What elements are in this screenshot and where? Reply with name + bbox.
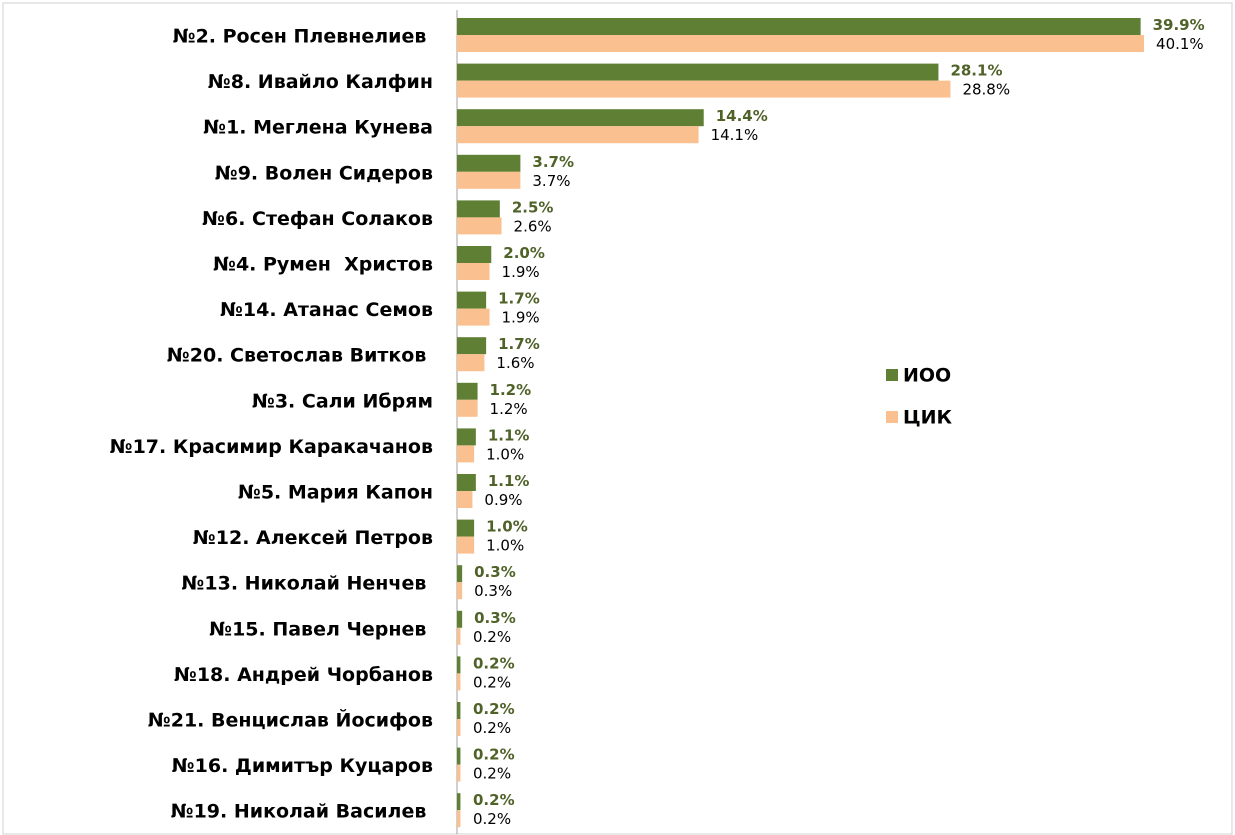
legend-label: ИОО — [903, 365, 951, 387]
bar — [457, 399, 478, 417]
value-label: 1.9% — [502, 309, 540, 327]
bar — [457, 627, 461, 645]
bar — [457, 702, 461, 719]
category-label: №17. Красимир Каракачанов — [110, 436, 433, 458]
value-label: 0.2% — [473, 719, 511, 737]
value-label: 3.7% — [532, 172, 570, 190]
value-label: 1.7% — [498, 335, 540, 353]
value-label: 0.2% — [473, 628, 511, 646]
value-label: 0.2% — [473, 673, 511, 691]
bar — [457, 445, 475, 463]
value-label: 1.2% — [490, 400, 528, 418]
bar — [457, 656, 461, 674]
value-label: 14.1% — [711, 126, 759, 144]
value-label: 0.2% — [473, 654, 515, 672]
bar — [457, 35, 1145, 52]
category-label: №9. Волен Сидеров — [215, 162, 433, 184]
value-label: 1.6% — [496, 354, 534, 372]
category-label: №4. Румен Христов — [213, 254, 433, 276]
bar — [457, 154, 521, 172]
value-label: 2.6% — [514, 217, 552, 235]
bar — [457, 263, 490, 280]
legend-swatch — [886, 369, 898, 381]
value-label: 0.2% — [473, 765, 511, 783]
value-label: 0.2% — [473, 700, 515, 718]
bar — [457, 747, 461, 765]
value-label: 39.9% — [1153, 16, 1205, 34]
category-label: №1. Меглена Кунева — [203, 117, 433, 139]
bar — [457, 126, 699, 144]
bar — [457, 200, 500, 218]
bar — [457, 610, 463, 628]
value-label: 28.1% — [950, 62, 1002, 80]
bar — [457, 80, 951, 98]
bar — [457, 565, 463, 583]
category-label: №19. Николай Василев — [171, 801, 433, 823]
value-label: 1.9% — [502, 263, 540, 281]
category-label: №20. Светослав Витков — [167, 345, 433, 367]
bar — [457, 673, 461, 691]
value-label: 0.3% — [474, 609, 516, 627]
bar — [457, 491, 473, 508]
value-label: 2.5% — [512, 198, 554, 216]
legend-label: ЦИК — [903, 407, 953, 429]
value-label: 2.0% — [503, 244, 545, 262]
value-label: 0.3% — [474, 563, 516, 581]
category-label: №5. Мария Капон — [238, 482, 433, 504]
value-label: 1.2% — [490, 381, 532, 399]
bar — [457, 109, 704, 127]
value-label: 1.1% — [488, 472, 530, 490]
bar — [457, 536, 475, 554]
category-label: №21. Венцислав Йосифов — [148, 709, 433, 732]
bar — [457, 337, 487, 355]
category-label: №16. Димитър Куцаров — [172, 755, 433, 777]
category-label: №18. Андрей Чорбанов — [174, 664, 433, 686]
category-label: №14. Атанас Семов — [220, 299, 433, 321]
bar — [457, 519, 475, 537]
value-label: 1.0% — [486, 537, 524, 555]
bar — [457, 246, 492, 263]
bar — [457, 18, 1141, 35]
category-label: №3. Сали Ибрям — [252, 390, 433, 412]
category-label: №12. Алексей Петров — [193, 527, 433, 549]
category-label: №8. Ивайло Калфин — [208, 71, 433, 93]
category-label: №15. Павел Чернев — [209, 618, 433, 640]
bar — [457, 719, 461, 736]
value-label: 14.4% — [716, 107, 768, 125]
bar — [457, 810, 461, 828]
bar — [457, 354, 485, 372]
legend-swatch — [886, 411, 898, 423]
value-label: 0.3% — [474, 582, 512, 600]
value-label: 0.9% — [484, 491, 522, 509]
value-label: 1.1% — [488, 426, 530, 444]
bar — [457, 291, 487, 309]
bar — [457, 308, 490, 326]
bar — [457, 63, 939, 81]
value-label: 40.1% — [1156, 35, 1204, 53]
bar — [457, 217, 502, 235]
value-label: 0.2% — [473, 810, 511, 828]
bar — [457, 382, 478, 400]
value-label: 3.7% — [532, 153, 574, 171]
value-label: 1.7% — [498, 290, 540, 308]
value-label: 1.0% — [486, 518, 528, 536]
value-label: 28.8% — [962, 81, 1010, 99]
category-label: №6. Стефан Солаков — [202, 208, 433, 230]
value-label: 0.2% — [473, 746, 515, 764]
bar — [457, 582, 463, 600]
bar — [457, 793, 461, 811]
value-label: 0.2% — [473, 791, 515, 809]
value-label: 1.0% — [486, 445, 524, 463]
category-label: №13. Николай Ненчев — [182, 573, 433, 595]
category-label: №2. Росен Плевнелиев — [173, 26, 433, 48]
bar — [457, 474, 476, 491]
bar — [457, 428, 476, 446]
bar — [457, 171, 521, 189]
bar — [457, 764, 461, 782]
